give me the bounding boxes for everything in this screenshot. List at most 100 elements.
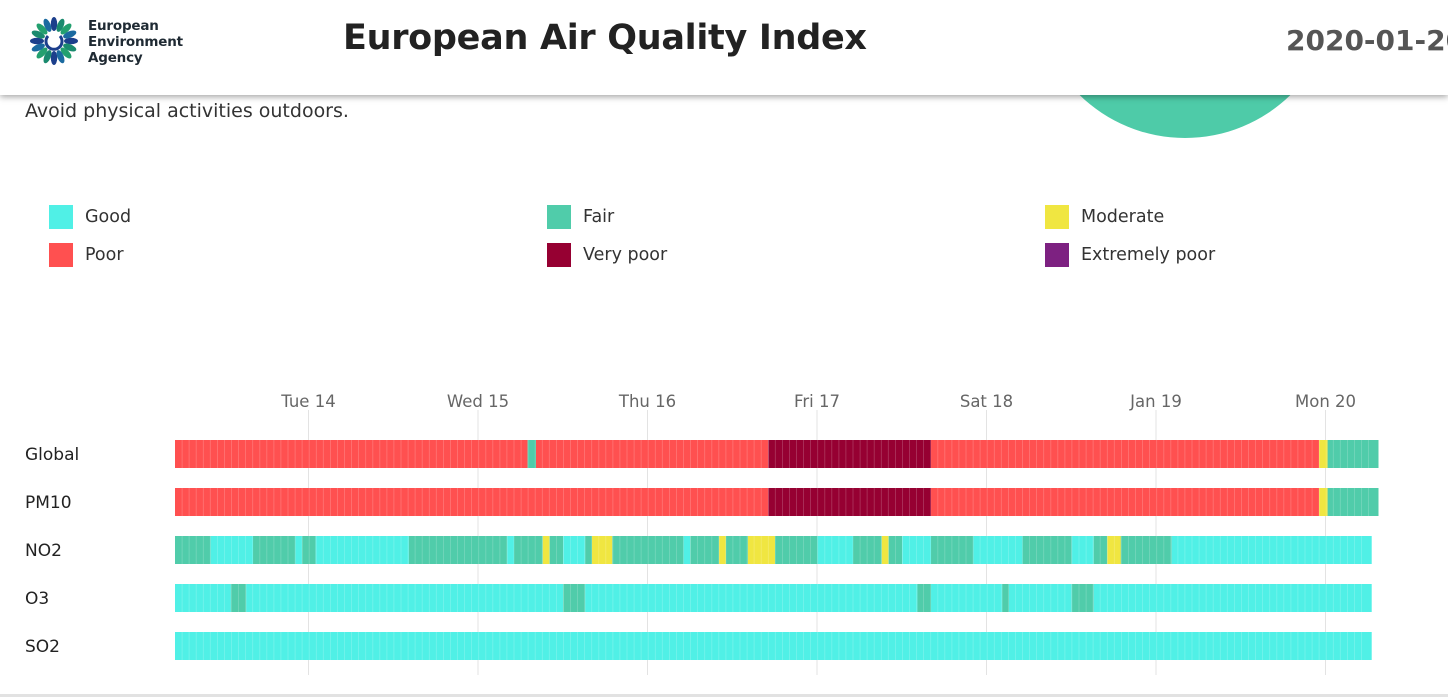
aqi-segment[interactable] xyxy=(1002,584,1009,612)
aqi-segment[interactable] xyxy=(563,536,586,564)
legend-item-fair: Fair xyxy=(547,205,614,229)
legend-swatch-extremely-poor xyxy=(1045,243,1069,267)
aqi-segment[interactable] xyxy=(175,536,211,564)
logo-petal xyxy=(36,47,48,59)
aqi-segment[interactable] xyxy=(230,584,247,612)
page-bottom-divider xyxy=(0,694,1448,697)
logo-petal xyxy=(63,30,77,39)
aqi-segment[interactable] xyxy=(210,536,253,564)
aqi-timeline-chart: Tue 14 Wed 15 Thu 16 Fri 17 Sat 18 Jan 19 Mon … xyxy=(25,392,1379,675)
aqi-segment[interactable] xyxy=(719,536,726,564)
aqi-segment[interactable] xyxy=(1327,440,1379,468)
hour-divider-lines xyxy=(181,632,1362,660)
aqi-segment[interactable] xyxy=(690,536,720,564)
hour-divider-lines xyxy=(181,536,1362,564)
aqi-segment[interactable] xyxy=(592,536,613,564)
aqi-segment[interactable] xyxy=(973,536,1023,564)
hour-divider-lines xyxy=(181,440,1369,468)
eea-logo-icon xyxy=(30,17,78,65)
legend-item-good: Good xyxy=(49,205,131,229)
aqi-segment[interactable] xyxy=(917,584,931,612)
aqi-segment[interactable] xyxy=(1120,536,1172,564)
legend-item-moderate: Moderate xyxy=(1045,205,1164,229)
aqi-segment[interactable] xyxy=(315,536,409,564)
aqi-segment[interactable] xyxy=(549,536,564,564)
aqi-segment[interactable] xyxy=(683,536,691,564)
aqi-segment[interactable] xyxy=(536,440,769,468)
row-label: NO2 xyxy=(25,541,62,561)
aqi-segment[interactable] xyxy=(1327,488,1379,516)
aqi-segment[interactable] xyxy=(931,488,1320,516)
aqi-segment[interactable] xyxy=(542,536,550,564)
aqi-segment[interactable] xyxy=(881,536,889,564)
aqi-segment[interactable] xyxy=(768,488,931,516)
aqi-segment[interactable] xyxy=(1319,440,1328,468)
legend-swatch-very-poor xyxy=(547,243,571,267)
aqi-segment[interactable] xyxy=(1319,488,1328,516)
aqi-segment[interactable] xyxy=(175,584,231,612)
logo-petal xyxy=(64,37,78,45)
aqi-segment[interactable] xyxy=(563,584,586,612)
x-tick-label: Thu 16 xyxy=(618,392,676,411)
aqi-segment[interactable] xyxy=(1171,536,1372,564)
legend-swatch-poor xyxy=(49,243,73,267)
aqi-segment[interactable] xyxy=(853,536,882,564)
logo-petal xyxy=(31,30,45,39)
logo-petal xyxy=(60,47,72,59)
date-selector[interactable]: 2020-01-20 0 xyxy=(1286,24,1448,57)
aqi-segment[interactable] xyxy=(1022,536,1072,564)
logo-petal xyxy=(43,18,52,32)
logo-petal xyxy=(50,51,58,65)
aqi-segment[interactable] xyxy=(302,536,316,564)
aqi-segment[interactable] xyxy=(585,584,918,612)
aqi-segment[interactable] xyxy=(1093,584,1372,612)
aqi-segment[interactable] xyxy=(902,536,931,564)
aqi-segment[interactable] xyxy=(1008,584,1072,612)
aqi-segment[interactable] xyxy=(1071,536,1094,564)
logo-petal xyxy=(63,43,77,52)
legend-swatch-good xyxy=(49,205,73,229)
aqi-segment[interactable] xyxy=(253,536,296,564)
aqi-segment[interactable] xyxy=(931,536,974,564)
aqi-segment[interactable] xyxy=(295,536,303,564)
aqi-segment[interactable] xyxy=(1071,584,1094,612)
aqi-segment[interactable] xyxy=(931,440,1320,468)
aqi-segment[interactable] xyxy=(775,536,818,564)
logo-line-3: Agency xyxy=(88,50,143,66)
legend-label-poor: Poor xyxy=(85,245,124,265)
aqi-segment[interactable] xyxy=(817,536,853,564)
aqi-segment[interactable] xyxy=(888,536,903,564)
logo-petal xyxy=(56,18,65,32)
logo-line-1: European xyxy=(88,18,159,34)
aqi-segment[interactable] xyxy=(175,440,528,468)
page-title: European Air Quality Index xyxy=(343,18,867,58)
eea-logo[interactable]: European Environment Agency xyxy=(27,14,187,70)
aqi-segment[interactable] xyxy=(507,536,514,564)
aqi-segment[interactable] xyxy=(931,584,1003,612)
aqi-segment[interactable] xyxy=(514,536,543,564)
header-bar: European Environment Agency European Air… xyxy=(0,0,1448,95)
aqi-segment[interactable] xyxy=(246,584,564,612)
logo-petal xyxy=(43,50,52,64)
legend-item-very-poor: Very poor xyxy=(547,243,667,267)
legend-swatch-moderate xyxy=(1045,205,1069,229)
logo-line-2: Environment xyxy=(88,34,183,50)
legend-label-fair: Fair xyxy=(583,207,615,227)
logo-petal xyxy=(56,50,65,64)
logo-petal xyxy=(30,37,44,45)
aqi-segment[interactable] xyxy=(585,536,592,564)
aqi-segment[interactable] xyxy=(768,440,931,468)
legend-label-very-poor: Very poor xyxy=(583,245,668,265)
aqi-segment[interactable] xyxy=(175,488,769,516)
aqi-segment[interactable] xyxy=(175,632,1372,660)
aqi-segment[interactable] xyxy=(408,536,508,564)
x-tick-label: Jan 19 xyxy=(1129,392,1182,411)
aqi-segment[interactable] xyxy=(612,536,684,564)
aqi-segment[interactable] xyxy=(725,536,748,564)
aqi-segment[interactable] xyxy=(1107,536,1121,564)
aqi-segment[interactable] xyxy=(1093,536,1108,564)
x-tick-label: Wed 15 xyxy=(447,392,509,411)
aqi-segment[interactable] xyxy=(527,440,537,468)
x-tick-label: Mon 20 xyxy=(1295,392,1356,411)
aqi-segment[interactable] xyxy=(747,536,775,564)
